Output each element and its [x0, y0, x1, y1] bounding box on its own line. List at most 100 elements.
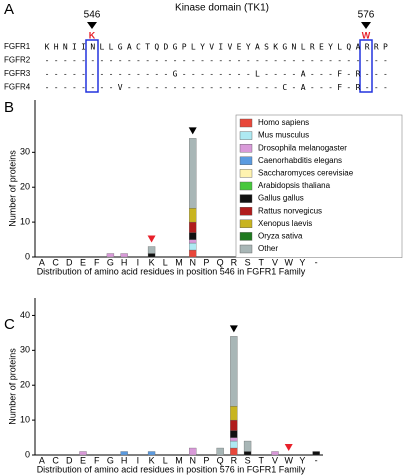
bar-segment	[243, 451, 252, 456]
bar-segment	[230, 440, 238, 449]
bar-segment	[230, 437, 238, 442]
x-tick-label: A	[39, 455, 45, 465]
legend-label: Arabidopsis thaliana	[258, 181, 331, 190]
y-tick-label: 0	[25, 449, 30, 459]
x-tick-label: T	[259, 257, 265, 267]
position-number: 576	[358, 10, 375, 21]
panel-label: C	[4, 316, 15, 333]
sequence: --------------------------------------	[45, 56, 393, 65]
x-tick-label: S	[245, 455, 251, 465]
row-label: FGFR2	[4, 56, 31, 65]
legend-label: Drosophila melanogaster	[258, 143, 347, 152]
x-tick-label: T	[259, 455, 265, 465]
sequence: --------------G--------L----A---F-R---	[45, 70, 393, 79]
x-tick-label: I	[137, 257, 140, 267]
x-tick-label: R	[231, 455, 238, 465]
legend-swatch	[239, 143, 253, 153]
bar-segment	[189, 208, 197, 223]
y-tick-label: 30	[20, 345, 30, 355]
legend-swatch	[239, 156, 253, 166]
y-tick-label: 10	[20, 216, 30, 226]
x-tick-label: R	[231, 257, 238, 267]
bar-segment	[243, 440, 252, 452]
arrow	[284, 444, 293, 451]
y-tick-label: 40	[20, 310, 30, 320]
position-arrow	[87, 22, 97, 29]
bar-segment	[312, 451, 320, 456]
x-tick-label: L	[163, 455, 168, 465]
x-tick-label: F	[94, 455, 100, 465]
x-tick-label: N	[189, 257, 196, 267]
bar-segment	[189, 242, 197, 251]
bar-segment	[189, 239, 197, 244]
legend-label: Other	[258, 244, 278, 253]
x-tick-label: V	[272, 257, 278, 267]
legend-label: Gallus gallus	[258, 194, 304, 203]
legend-label: Caenorhabditis elegans	[258, 156, 342, 165]
legend-label: Mus musculus	[258, 131, 309, 140]
bar-segment	[147, 253, 156, 258]
y-tick-label: 20	[20, 182, 30, 192]
legend-label: Rattus norvegicus	[258, 206, 322, 215]
y-axis-label: Number of proteins	[7, 150, 17, 227]
bar-segment	[230, 447, 238, 456]
x-tick-label: -	[315, 455, 318, 465]
x-tick-label: M	[175, 257, 183, 267]
x-tick-label: G	[107, 257, 114, 267]
x-tick-label: W	[284, 257, 293, 267]
x-tick-label: D	[66, 455, 73, 465]
legend-swatch	[239, 194, 253, 203]
x-tick-label: V	[272, 455, 278, 465]
y-tick-label: 0	[25, 251, 30, 261]
row-label: FGFR3	[4, 69, 31, 78]
x-tick-label: E	[80, 455, 86, 465]
y-tick-label: 30	[20, 147, 30, 157]
x-tick-label: W	[284, 455, 293, 465]
x-tick-label: Y	[299, 257, 305, 267]
legend-swatch	[239, 131, 253, 140]
x-tick-label: H	[121, 455, 128, 465]
mutation: W	[362, 30, 371, 40]
bar-segment	[230, 419, 238, 431]
sequence: --------V-----------------C-A---F-R---	[45, 83, 393, 92]
legend-swatch	[239, 244, 253, 254]
arrow	[188, 127, 197, 135]
legend-label: Saccharomyces cerevisiae	[258, 169, 354, 178]
panel-label: B	[4, 99, 14, 116]
legend-box	[235, 114, 403, 258]
x-tick-label: N	[189, 455, 196, 465]
x-tick-label: H	[121, 257, 128, 267]
x-tick-label: M	[175, 455, 183, 465]
sequence: KHNIINLLGACTQDGPLYVIVEYASKGNLREYLQARRP	[45, 43, 393, 52]
bar-segment	[216, 447, 224, 456]
bar-segment	[189, 232, 197, 240]
legend-label: Homo sapiens	[258, 118, 309, 127]
bar-segment	[189, 447, 197, 456]
x-tick-label: C	[52, 257, 59, 267]
x-tick-label: L	[163, 257, 168, 267]
x-tick-label: Q	[217, 455, 224, 465]
bar-segment	[120, 451, 128, 456]
position-arrow	[361, 22, 371, 29]
bar-segment	[79, 451, 87, 456]
legend-swatch	[239, 181, 253, 191]
legend-swatch	[239, 206, 253, 216]
bar-segment	[230, 430, 238, 438]
arrow	[229, 325, 238, 333]
bar-segment	[189, 138, 197, 209]
bar-segment	[230, 336, 238, 407]
x-tick-label: P	[203, 257, 209, 267]
bar-segment	[189, 249, 197, 258]
panel-label: A	[4, 1, 14, 18]
arrow	[147, 235, 156, 243]
x-tick-label: K	[149, 455, 155, 465]
legend-swatch	[239, 232, 253, 241]
highlight-box	[85, 39, 99, 93]
bar-segment	[271, 451, 279, 456]
bar-segment	[147, 451, 156, 456]
bar-segment	[120, 253, 128, 258]
bar-segment	[230, 406, 238, 421]
x-tick-label: F	[94, 257, 100, 267]
x-axis-label: Distribution of amino acid residues in p…	[37, 464, 306, 474]
x-tick-label: I	[137, 455, 140, 465]
